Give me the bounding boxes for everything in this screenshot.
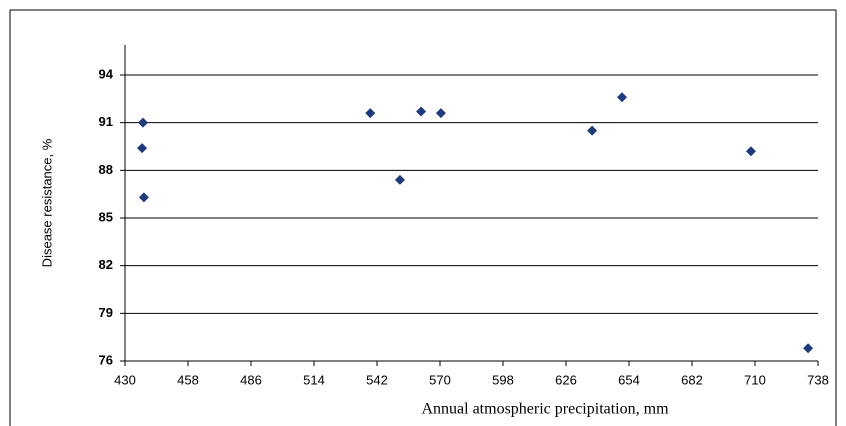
- point: [365, 108, 376, 119]
- point: [138, 192, 149, 203]
- y-tick-label: 79: [99, 305, 113, 320]
- x-tick-label: 430: [114, 372, 136, 387]
- point: [803, 343, 814, 354]
- y-tick-label: 76: [99, 352, 113, 367]
- point: [617, 92, 628, 103]
- y-tick-label: 94: [99, 66, 114, 81]
- x-tick-label: 458: [177, 372, 199, 387]
- point: [745, 146, 756, 157]
- y-axis-label: Disease resistance, %: [39, 138, 54, 267]
- x-axis-label: Annual atmospheric precipitation, mm: [421, 401, 669, 418]
- x-tick-label: 710: [744, 372, 766, 387]
- x-tick-label: 682: [681, 372, 703, 387]
- y-tick-label: 88: [99, 162, 113, 177]
- x-tick-label: 514: [303, 372, 325, 387]
- y-tick-label: 91: [99, 114, 113, 129]
- y-tick-label: 82: [99, 257, 113, 272]
- point: [394, 174, 405, 185]
- point: [138, 117, 148, 128]
- x-tick-label: 570: [429, 372, 451, 387]
- x-tick-label: 542: [366, 372, 388, 387]
- x-tick-label: 486: [240, 372, 262, 387]
- point: [587, 125, 598, 136]
- x-tick-label: 626: [555, 372, 577, 387]
- x-tick-label: 598: [492, 372, 514, 387]
- point: [137, 143, 148, 154]
- point: [435, 108, 446, 119]
- x-tick-label: 654: [618, 372, 640, 387]
- x-tick-label: 738: [807, 372, 829, 387]
- point: [416, 106, 427, 117]
- y-tick-label: 85: [99, 209, 113, 224]
